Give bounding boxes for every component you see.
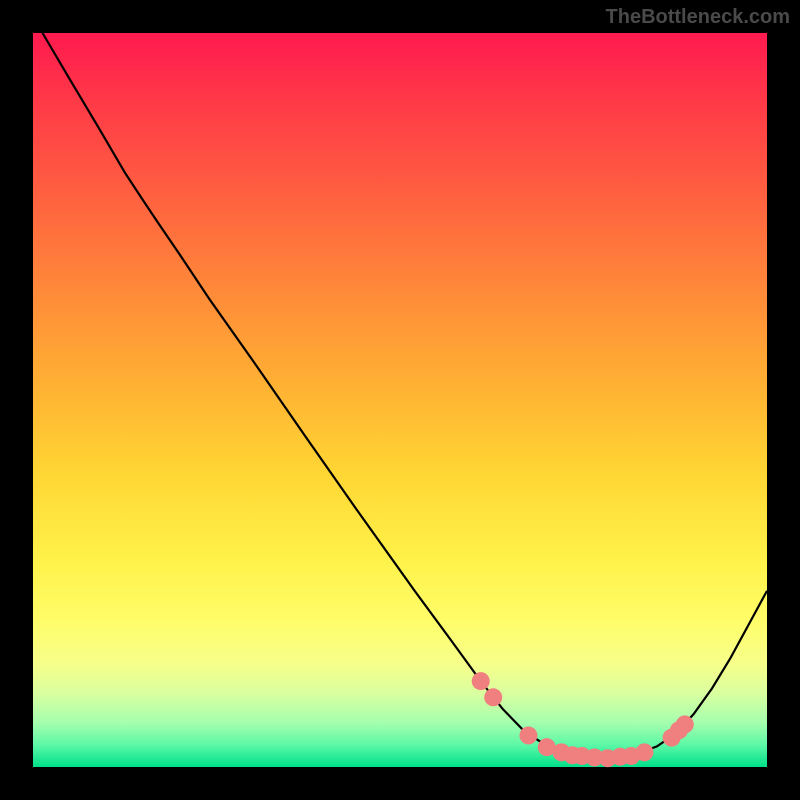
marker-dot: [484, 688, 502, 706]
marker-dot: [635, 743, 653, 761]
watermark-text: TheBottleneck.com: [606, 6, 790, 29]
marker-dot: [472, 672, 490, 690]
bottleneck-chart: [0, 0, 800, 800]
marker-dot: [676, 715, 694, 733]
marker-dot: [519, 726, 537, 744]
plot-background: [33, 33, 767, 767]
